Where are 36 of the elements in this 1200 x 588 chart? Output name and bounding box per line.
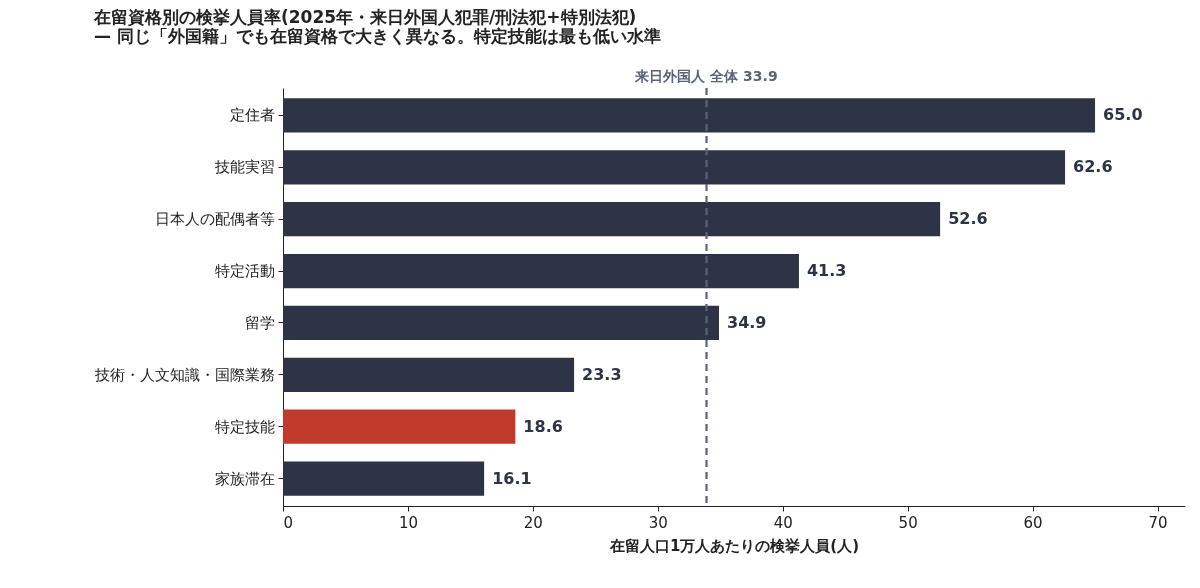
x-tick-label: 60 (1023, 513, 1043, 532)
bar (283, 461, 485, 496)
y-tick-label: 家族滞在 (214, 469, 275, 488)
chart-title: 在留資格別の検挙人員率(2025年・来日外国人犯罪/刑法犯+特別法犯) (93, 7, 637, 27)
y-tick-label: 留学 (244, 313, 275, 332)
y-tick-label: 特定活動 (214, 262, 275, 281)
data-label: 34.9 (727, 312, 767, 332)
x-tick-label: 40 (773, 513, 793, 532)
y-tick-label: 定住者 (229, 106, 275, 125)
bar (283, 98, 1096, 133)
data-label: 65.0 (1103, 105, 1143, 125)
y-tick-label: 特定技能 (214, 417, 275, 436)
x-tick-label: 30 (648, 513, 668, 532)
chart-subtitle: — 同じ「外国籍」でも在留資格で大きく異なる。特定技能は最も低い水準 (94, 26, 661, 46)
data-label: 62.6 (1073, 157, 1113, 177)
bar (283, 150, 1066, 185)
x-tick-label: 0 (283, 513, 294, 532)
x-tick-label: 70 (1148, 513, 1168, 532)
bar (283, 253, 799, 289)
data-label: 23.3 (582, 364, 622, 384)
y-tick-label: 技能実習 (213, 158, 275, 177)
ref-line-label: 来日外国人 全体 33.9 (634, 68, 778, 84)
data-label: 16.1 (492, 468, 532, 488)
y-tick-label: 日本人の配偶者等 (154, 210, 275, 229)
x-tick-label: 20 (523, 513, 543, 532)
bar (283, 202, 941, 237)
bar (283, 409, 516, 444)
bar (283, 357, 575, 392)
data-label: 18.6 (523, 416, 563, 436)
data-label: 41.3 (806, 261, 847, 281)
x-axis-title: 在留人口1万人あたりの検挙人員(人) (608, 536, 860, 555)
y-tick-label: 技術・人文知識・国際業務 (93, 365, 275, 384)
x-tick-label: 50 (898, 513, 918, 532)
x-tick-label: 10 (398, 513, 418, 532)
data-label: 52.6 (948, 209, 988, 229)
bar (283, 305, 720, 341)
